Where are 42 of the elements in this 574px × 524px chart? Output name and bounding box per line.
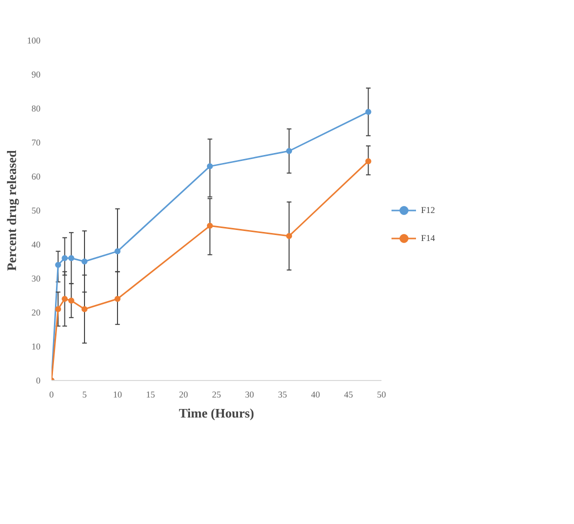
x-tick-label: 45	[344, 390, 354, 400]
point	[365, 108, 372, 115]
y-tick-label: 80	[32, 104, 41, 114]
y-tick-label: 60	[32, 172, 41, 182]
point	[206, 222, 213, 229]
x-tick-label: 20	[179, 390, 188, 400]
point	[68, 298, 74, 304]
x-axis-title: Time (Hours)	[178, 406, 254, 420]
point	[114, 248, 120, 254]
x-tick-label: 25	[212, 390, 222, 400]
point	[62, 296, 68, 302]
point	[82, 306, 88, 312]
x-tick-label: 0	[49, 390, 54, 400]
point	[55, 262, 62, 268]
x-tick-label: 10	[113, 390, 122, 400]
point	[365, 158, 372, 164]
x-tick-label: 50	[377, 390, 386, 400]
y-tick-label: 20	[32, 308, 41, 318]
y-tick-label: 30	[32, 274, 41, 284]
point	[68, 255, 74, 262]
y-tick-label: 10	[32, 342, 41, 352]
y-tick-label: 70	[32, 138, 41, 148]
y-tick-label: 90	[32, 70, 41, 80]
x-tick-label: 5	[82, 390, 88, 400]
point	[82, 258, 88, 264]
x-tick-label: 30	[245, 390, 254, 400]
y-axis-title: Percent drug released	[4, 149, 19, 271]
point	[114, 296, 120, 302]
y-tick-label: 50	[32, 206, 41, 216]
point	[62, 255, 68, 262]
x-tick-label: 15	[146, 390, 156, 400]
point	[286, 233, 292, 239]
x-tick-label: 35	[278, 390, 288, 400]
y-tick-label: 0	[36, 376, 41, 386]
y-tick-label: 40	[32, 240, 41, 250]
legend-label: F12	[421, 204, 436, 214]
point	[286, 148, 292, 154]
x-tick-label: 40	[311, 390, 320, 400]
legend-label: F14	[421, 232, 436, 242]
y-tick-label: 100	[27, 36, 41, 46]
point	[55, 306, 62, 312]
point	[206, 163, 213, 170]
